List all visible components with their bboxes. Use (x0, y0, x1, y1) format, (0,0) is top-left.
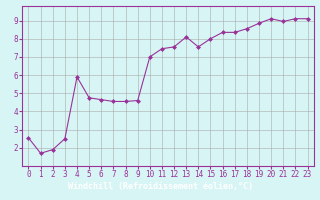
Text: Windchill (Refroidissement éolien,°C): Windchill (Refroidissement éolien,°C) (68, 182, 252, 191)
